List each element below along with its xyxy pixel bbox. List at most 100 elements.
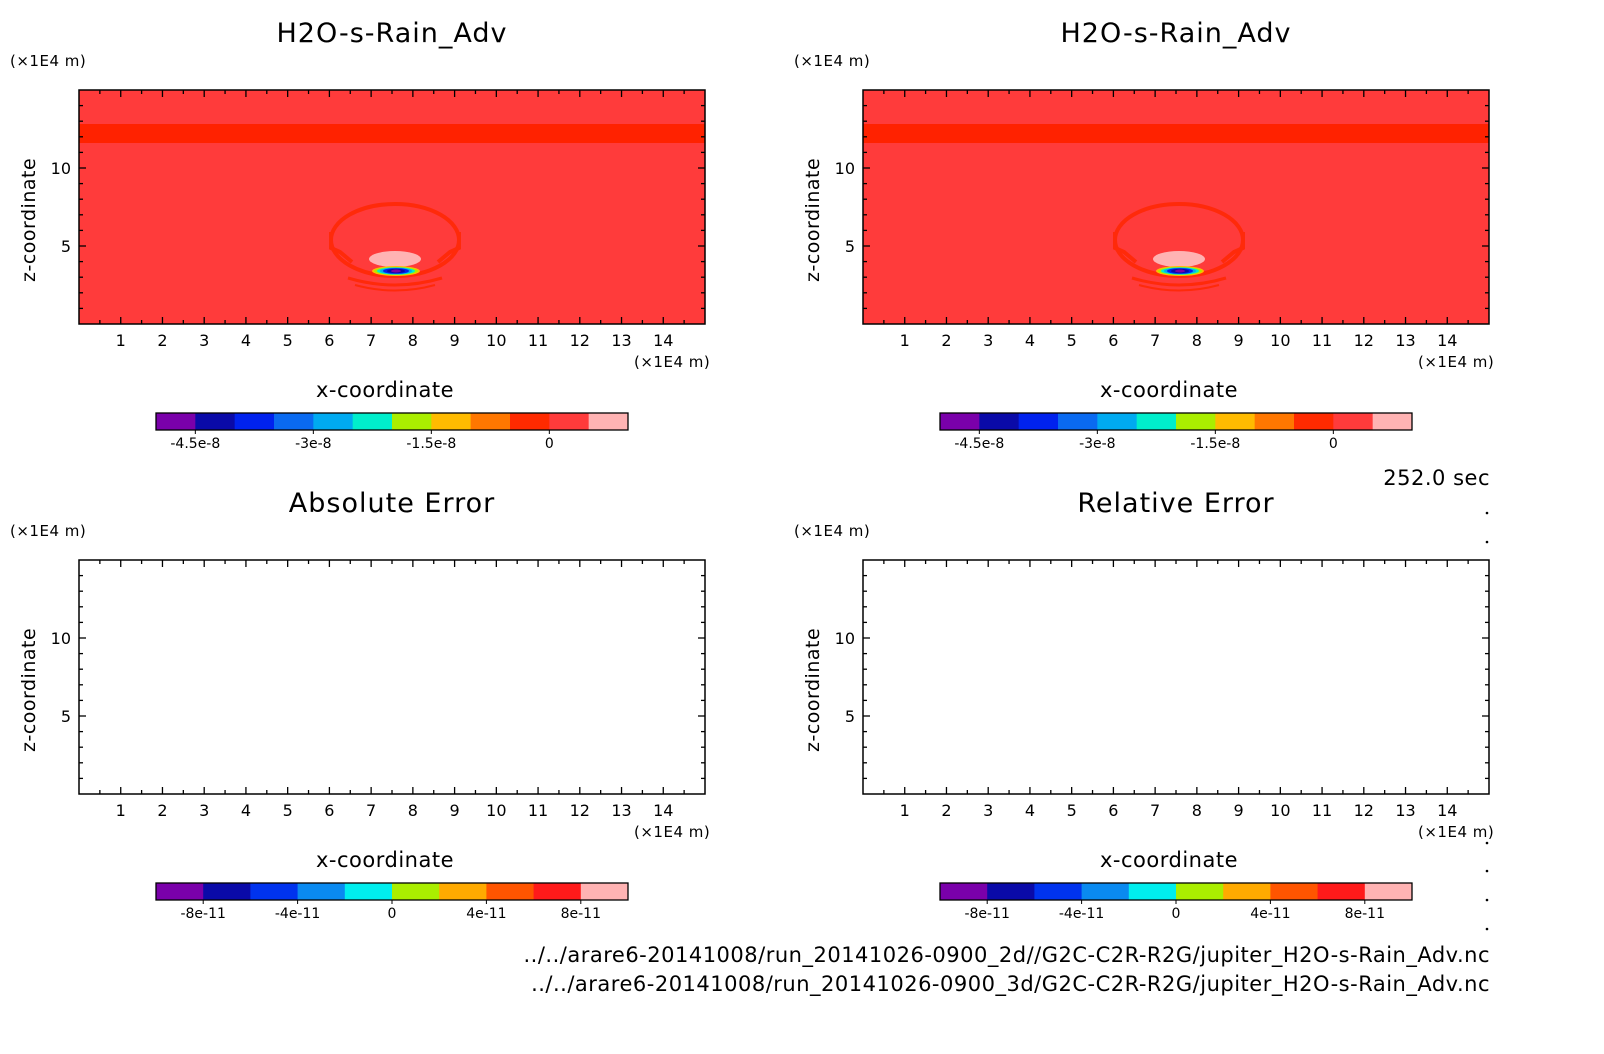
x-tick-label: 11 [1312, 331, 1332, 350]
colorbar-swatch [1018, 413, 1059, 430]
colorbar-frame [155, 412, 629, 431]
core-contour-6 [391, 269, 401, 273]
colorbar-swatch [156, 883, 204, 900]
colorbar-swatch [940, 413, 980, 430]
contour-bottom-2 [354, 284, 436, 292]
contour-right-lobe [1220, 232, 1245, 264]
panel-bottom-right: Relative Error (×1E4 m) (×1E4 m) x-coordina… [784, 470, 1564, 940]
colorbar-label: -4e-11 [1059, 906, 1104, 922]
colorbar-swatch [234, 413, 275, 430]
y-tick-label: 5 [845, 707, 855, 726]
x-tick-label: 3 [199, 801, 209, 820]
x-tick-label: 10 [1270, 801, 1290, 820]
y-tick-label: 5 [845, 237, 855, 256]
x-tick-label: 7 [366, 801, 376, 820]
colorbar-swatch [1223, 883, 1271, 900]
x-tick-label: 13 [1395, 801, 1415, 820]
colorbar-swatch [439, 883, 487, 900]
colorbar-label: -1.5e-8 [406, 436, 456, 452]
x-tick-label: 2 [941, 331, 951, 350]
x-tick-label: 3 [983, 801, 993, 820]
colorbar-swatch [1176, 883, 1224, 900]
colorbar-swatch [1294, 413, 1334, 430]
colorbar-swatch [274, 413, 314, 430]
x-tick-label: 4 [241, 801, 251, 820]
colorbar-swatch [1254, 413, 1295, 430]
file-path-2d: ../../arare6-20141008/run_20141026-0900_… [523, 943, 1490, 967]
x-tick-label: 6 [324, 801, 334, 820]
colorbar-label: 4e-11 [1250, 906, 1290, 922]
colorbar-swatch [250, 883, 299, 900]
y-tick-label: 5 [61, 237, 71, 256]
x-unit-label: (×1E4 m) [634, 353, 711, 371]
x-unit-label: (×1E4 m) [634, 823, 711, 841]
colorbar-label: -8e-11 [180, 906, 225, 922]
colorbar-label: -4.5e-8 [170, 436, 220, 452]
colorbar-swatch [431, 413, 472, 430]
x-tick-label: 8 [1192, 331, 1202, 350]
x-tick-label: 5 [1067, 331, 1077, 350]
y-unit-label: (×1E4 m) [794, 52, 871, 70]
colorbar-swatch [203, 883, 251, 900]
colorbar-swatch [470, 413, 511, 430]
x-tick-label: 9 [450, 331, 460, 350]
colorbar-swatch [1097, 413, 1138, 430]
colorbar-label: 0 [388, 906, 397, 922]
colorbar-label: 8e-11 [1345, 906, 1385, 922]
colorbar-swatch [1136, 413, 1177, 430]
y-tick-label: 10 [51, 159, 71, 178]
y-unit-label: (×1E4 m) [794, 522, 871, 540]
contour-left-lobe [329, 232, 354, 264]
chart-title: Absolute Error [288, 488, 496, 519]
upper-band [863, 124, 1489, 143]
x-tick-label: 12 [570, 331, 590, 350]
colorbar-frame [939, 412, 1413, 431]
x-tick-label: 14 [653, 331, 673, 350]
x-axis-label: x-coordinate [316, 848, 455, 872]
x-tick-label: 7 [366, 331, 376, 350]
colorbar-swatch [1081, 883, 1130, 900]
x-tick-label: 6 [1108, 331, 1118, 350]
colorbar-swatch [195, 413, 236, 430]
x-tick-label: 14 [1437, 331, 1457, 350]
positive-cap [1153, 251, 1205, 267]
x-tick-label: 4 [241, 331, 251, 350]
colorbar-swatch [486, 883, 535, 900]
colorbar-label: 0 [545, 436, 554, 452]
positive-cap [369, 251, 421, 267]
y-tick-label: 10 [835, 159, 855, 178]
x-tick-label: 4 [1025, 331, 1035, 350]
colorbar-swatch [979, 413, 1020, 430]
x-tick-label: 12 [570, 801, 590, 820]
colorbar-swatch [510, 413, 550, 430]
colorbar-swatch [1034, 883, 1083, 900]
field-layer [79, 90, 705, 324]
colorbar-swatch [313, 413, 354, 430]
colorbar-label: -8e-11 [964, 906, 1009, 922]
colorbar-swatch [297, 883, 346, 900]
x-tick-label: 14 [1437, 801, 1457, 820]
x-tick-label: 7 [1150, 331, 1160, 350]
x-tick-label: 1 [116, 331, 126, 350]
x-unit-label: (×1E4 m) [1418, 823, 1495, 841]
x-tick-label: 8 [408, 331, 418, 350]
colorbar-swatch [392, 413, 432, 430]
time-label: 252.0 sec [1383, 466, 1490, 490]
colorbar-label: 8e-11 [561, 906, 601, 922]
colorbar-swatch [352, 413, 393, 430]
colorbar-swatch [533, 883, 582, 900]
colorbar-label: 0 [1172, 906, 1181, 922]
y-tick-label: 5 [61, 707, 71, 726]
x-axis-label: x-coordinate [1100, 848, 1239, 872]
x-tick-label: 5 [283, 331, 293, 350]
x-tick-label: 13 [611, 801, 631, 820]
colorbar-swatch [580, 883, 629, 900]
colorbar-label: -4e-11 [275, 906, 320, 922]
dots-svg [1485, 511, 1489, 931]
colorbar-swatch [1317, 883, 1366, 900]
x-tick-label: 9 [450, 801, 460, 820]
x-tick-label: 10 [486, 331, 506, 350]
x-tick-label: 2 [157, 801, 167, 820]
x-tick-label: 10 [1270, 331, 1290, 350]
